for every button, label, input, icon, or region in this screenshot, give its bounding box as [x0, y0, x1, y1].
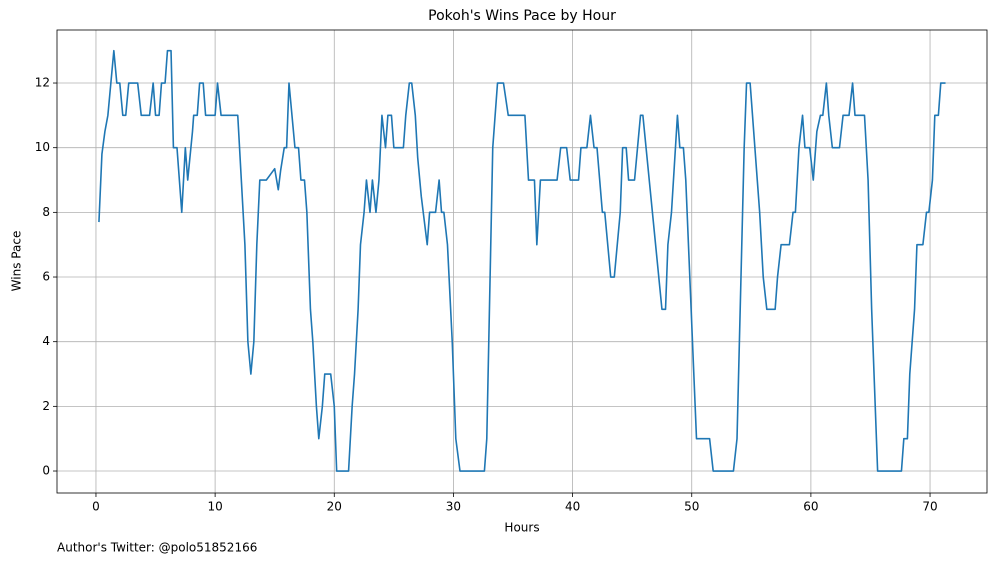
x-tick-label: 10	[207, 500, 222, 514]
plot-frame	[56, 29, 988, 494]
y-tick-label: 0	[42, 464, 50, 478]
x-tick-label: 40	[565, 500, 580, 514]
y-tick-label: 4	[42, 334, 50, 348]
y-tick-label: 6	[42, 270, 50, 284]
x-tick-label: 70	[922, 500, 937, 514]
x-axis-label: Hours	[504, 521, 539, 535]
x-tick-label: 50	[684, 500, 699, 514]
x-tick-label: 20	[327, 500, 342, 514]
y-tick-label: 2	[42, 399, 50, 413]
y-tick-label: 8	[42, 205, 50, 219]
y-tick-label: 12	[35, 76, 50, 90]
chart-title: Pokoh's Wins Pace by Hour	[428, 8, 616, 24]
y-axis-label: Wins Pace	[10, 231, 24, 292]
x-tick-label: 30	[446, 500, 461, 514]
annotation: Author's Twitter: @polo51852166	[57, 541, 257, 555]
x-tick-label: 60	[803, 500, 818, 514]
x-tick-label: 0	[92, 500, 100, 514]
data-line	[98, 49, 946, 472]
y-tick-label: 10	[35, 140, 50, 154]
